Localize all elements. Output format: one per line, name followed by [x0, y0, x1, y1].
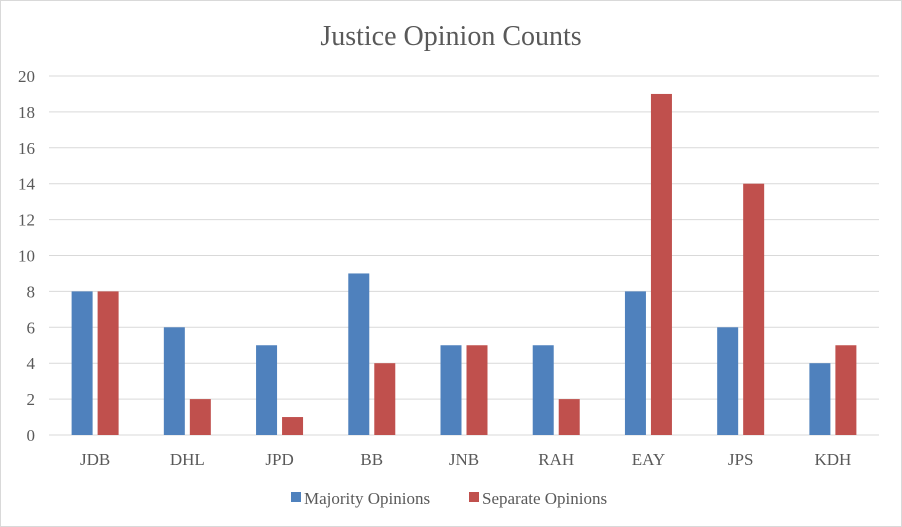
- legend-label: Separate Opinions: [482, 489, 607, 508]
- y-tick-label: 16: [18, 139, 35, 158]
- separate-bar-jdb: [97, 291, 119, 435]
- y-axis-ticks: 0 2 4 6 8 10 12 14 16 18 20: [18, 67, 36, 445]
- majority-bar-eay: [624, 291, 646, 435]
- majority-bar-kdh: [809, 363, 831, 435]
- x-tick-label: BB: [360, 450, 383, 469]
- y-tick-label: 2: [27, 390, 36, 409]
- separate-bar-eay: [650, 93, 672, 435]
- separate-bar-jpd: [282, 417, 304, 435]
- separate-bar-dhl: [189, 399, 211, 435]
- majority-bar-dhl: [163, 327, 185, 435]
- majority-bar-jnb: [440, 345, 462, 435]
- x-tick-label: KDH: [814, 450, 851, 469]
- majority-bar-jdb: [71, 291, 93, 435]
- majority-bar-jps: [717, 327, 739, 435]
- chart-title: Justice Opinion Counts: [320, 21, 581, 52]
- y-tick-label: 4: [27, 354, 36, 373]
- x-tick-label: JNB: [449, 450, 479, 469]
- y-tick-label: 0: [27, 426, 36, 445]
- bars: [71, 93, 857, 435]
- x-tick-label: JPS: [728, 450, 754, 469]
- separate-bar-rah: [558, 399, 580, 435]
- y-tick-label: 8: [27, 282, 36, 301]
- legend-swatch: [469, 492, 479, 502]
- y-tick-label: 14: [18, 175, 36, 194]
- y-tick-label: 10: [18, 247, 35, 266]
- gridlines: [49, 75, 879, 436]
- x-tick-label: JDB: [80, 450, 110, 469]
- y-tick-label: 20: [18, 67, 35, 86]
- x-axis-ticks: JDB DHL JPD BB JNB RAH EAY JPS KDH: [80, 450, 851, 469]
- majority-bar-bb: [348, 273, 370, 435]
- legend: Majority Opinions Separate Opinions: [291, 489, 607, 508]
- majority-bar-jpd: [256, 345, 278, 435]
- separate-bar-kdh: [835, 345, 857, 435]
- x-tick-label: EAY: [632, 450, 665, 469]
- separate-bar-bb: [374, 363, 396, 435]
- y-tick-label: 6: [27, 318, 36, 337]
- x-tick-label: JPD: [265, 450, 293, 469]
- x-tick-label: DHL: [170, 450, 205, 469]
- majority-bar-rah: [532, 345, 554, 435]
- legend-label: Majority Opinions: [304, 489, 430, 508]
- x-tick-label: RAH: [538, 450, 574, 469]
- y-tick-label: 18: [18, 103, 35, 122]
- separate-bar-jnb: [466, 345, 488, 435]
- y-tick-label: 12: [18, 211, 35, 230]
- separate-bar-jps: [743, 183, 765, 435]
- legend-swatch: [291, 492, 301, 502]
